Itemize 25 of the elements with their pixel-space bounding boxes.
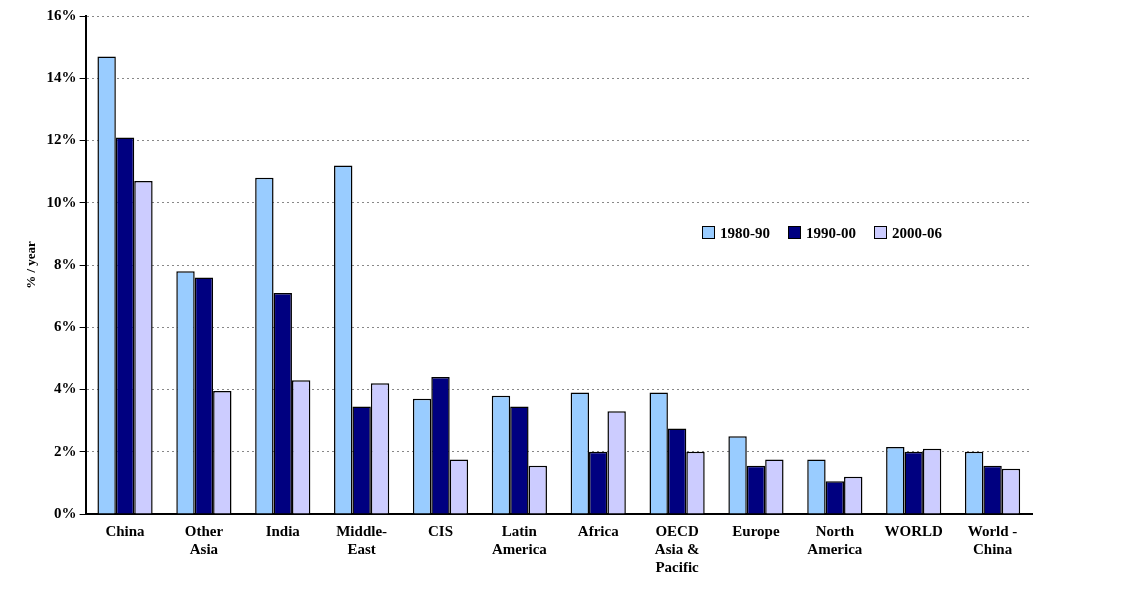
y-axis-title: % / year xyxy=(23,240,39,289)
x-tick-label: North America xyxy=(807,522,863,557)
x-tick-label: Europe xyxy=(732,522,780,539)
x-tick-label: WORLD xyxy=(884,522,944,539)
x-tick-label: China xyxy=(105,522,146,539)
y-tick-label: 2% xyxy=(54,442,77,459)
x-tick-label: Other Asia xyxy=(184,522,224,557)
y-tick-label: 14% xyxy=(46,69,77,86)
y-tick-label: 12% xyxy=(46,131,77,148)
y-tick-label: 6% xyxy=(54,318,77,335)
x-tick-label: Middle- East xyxy=(336,522,388,557)
y-tick-label: 4% xyxy=(54,380,77,397)
x-tick-label: Africa xyxy=(577,522,620,539)
y-tick-label: 16% xyxy=(46,6,77,23)
legend-label: 1990-00 xyxy=(805,225,856,243)
y-tick-label: 8% xyxy=(54,255,77,272)
x-tick-label: CIS xyxy=(427,522,454,539)
legend-label: 2000-06 xyxy=(891,225,942,243)
x-tick-label: Latin America xyxy=(491,522,548,557)
legend-label: 1980-90 xyxy=(719,225,770,243)
y-tick-label: 10% xyxy=(46,193,77,210)
x-tick-label: World - China xyxy=(967,522,1018,557)
x-tick-label: India xyxy=(265,522,301,539)
y-tick-label: 0% xyxy=(54,504,77,521)
x-tick-label: OECD Asia & Pacific xyxy=(654,522,700,575)
